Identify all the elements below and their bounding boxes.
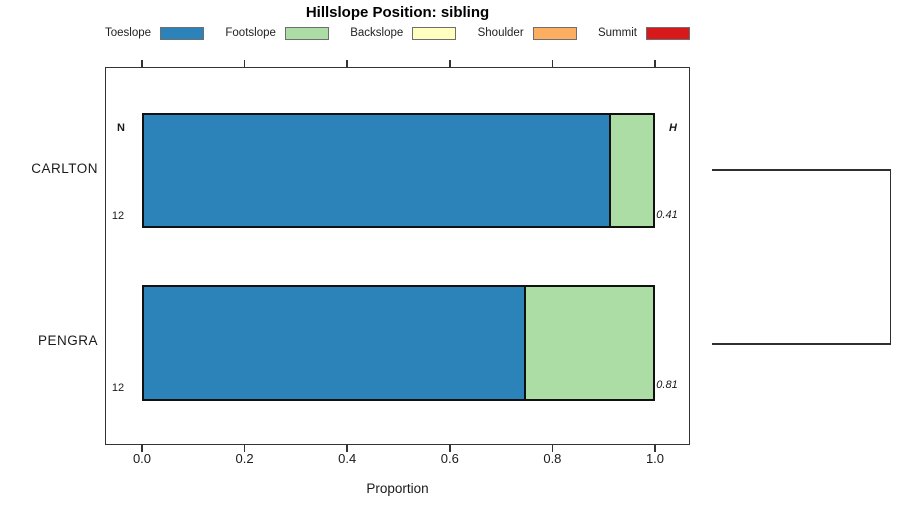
x-tick-label: 0.2 [235, 451, 254, 466]
legend-item-shoulder: Shoulder [477, 26, 577, 40]
x-tick-label: 1.0 [645, 451, 665, 466]
pengra-h-value: 0.81 [656, 379, 678, 391]
x-tick-label: 0.6 [440, 451, 459, 466]
bar-row-pengra [142, 285, 655, 401]
x-axis-title: Proportion [366, 481, 429, 496]
x-tick-bottom [449, 445, 451, 452]
x-tick-bottom [346, 445, 348, 452]
dendrogram-branch-pengra [712, 343, 891, 345]
x-tick-top [243, 60, 246, 67]
bar-segment-toeslope [144, 287, 525, 399]
x-tick-label: 0.0 [132, 451, 152, 466]
chart-title: Hillslope Position: sibling [305, 4, 490, 21]
x-tick-bottom [654, 445, 656, 452]
legend-item-toeslope: Toeslope [105, 26, 205, 40]
x-tick-top [551, 60, 554, 67]
bar-segment-toeslope [144, 115, 609, 226]
bar-segment-footslope [608, 115, 653, 226]
dendrogram-branch-carlton [712, 169, 891, 171]
legend-item-backslope: Backslope [350, 26, 457, 40]
legend-swatch-backslope [412, 26, 457, 40]
x-tick-top [449, 60, 451, 67]
carlton-h-value: 0.41 [656, 209, 678, 221]
h-column-header: H [669, 122, 677, 134]
legend-label: Footslope [225, 27, 276, 39]
legend-label: Toeslope [105, 27, 152, 39]
legend-swatch-toeslope [160, 26, 205, 40]
row-label-pengra: PENGRA [37, 333, 98, 348]
row-label-carlton: CARLTON [31, 161, 98, 176]
legend-swatch-footslope [284, 26, 329, 40]
x-tick-top [654, 60, 656, 67]
x-tick-top [346, 60, 348, 67]
x-tick-label: 0.4 [338, 451, 357, 466]
legend-item-summit: Summit [597, 26, 690, 40]
dendrogram-join [889, 169, 891, 345]
legend-label: Summit [597, 27, 637, 39]
x-tick-bottom [551, 445, 554, 452]
legend-swatch-shoulder [532, 26, 577, 40]
legend: Toeslope Footslope Backslope Shoulder Summit [105, 25, 690, 41]
legend-label: Shoulder [477, 27, 524, 39]
bar-row-carlton [142, 113, 655, 228]
x-tick-label: 0.8 [543, 451, 562, 466]
x-tick-top [141, 60, 143, 67]
x-tick-bottom [141, 445, 143, 452]
legend-swatch-summit [645, 26, 690, 40]
pengra-n-value: 12 [111, 382, 125, 394]
n-column-header: N [117, 122, 125, 134]
bar-segment-footslope [524, 287, 653, 399]
legend-item-footslope: Footslope [225, 26, 329, 40]
carlton-n-value: 12 [111, 210, 125, 222]
legend-label: Backslope [350, 27, 404, 39]
x-tick-bottom [243, 445, 246, 452]
